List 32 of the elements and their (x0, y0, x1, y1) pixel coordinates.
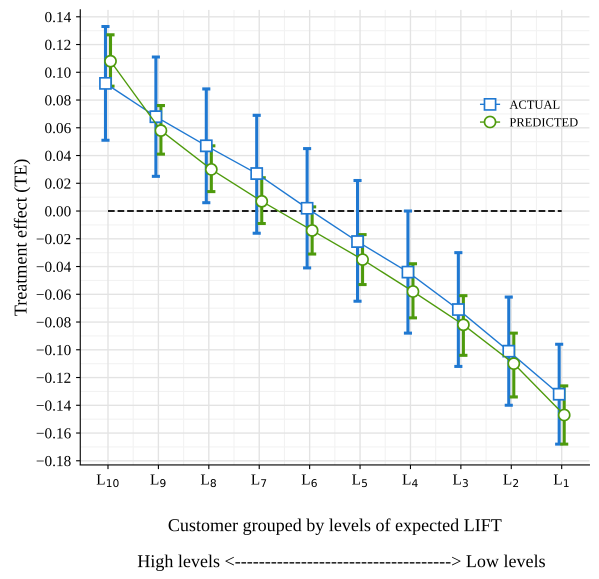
y-tick-label: −0.10 (36, 344, 71, 356)
x-tick-label: L$_{4}$ (402, 474, 418, 487)
y-tick-label: 0.02 (45, 178, 70, 189)
legend-label: ACTUAL (510, 100, 560, 109)
x-tick-label: L$_{2}$ (503, 474, 518, 487)
legend-label: PREDICTED (510, 118, 578, 127)
x-tick-label: L$_{3}$ (452, 474, 468, 488)
y-tick-label: −0.04 (36, 262, 71, 272)
x-tick-label: L$_{5}$ (352, 474, 367, 488)
y-tick-label: −0.14 (36, 400, 71, 411)
y-axis-title: Treatment effect (TE) (14, 159, 30, 316)
y-tick-label: −0.02 (36, 234, 70, 244)
x-tick-label: L$_{8}$ (200, 474, 216, 488)
x-tick-label: L$_{9}$ (150, 474, 166, 488)
y-tick-label: 0.10 (45, 67, 71, 78)
y-tick-label: −0.18 (36, 456, 71, 466)
y-tick-label: 0.12 (45, 40, 70, 50)
y-tick-label: −0.16 (36, 428, 71, 439)
x-tick-label: L$_{10}$ (96, 474, 119, 488)
y-tick-label: −0.12 (36, 372, 70, 384)
x-tick-label: L$_{7}$ (251, 474, 266, 487)
y-tick-label: 0.04 (45, 150, 71, 162)
y-tick-label: 0.00 (45, 206, 71, 217)
text: High levels <------------------------------------> Low levels (138, 554, 545, 571)
y-tick-label: 0.08 (45, 95, 71, 106)
x-axis-title: Customer grouped by levels of expected LIFT (168, 518, 502, 535)
y-tick-label: −0.06 (36, 289, 71, 300)
y-tick-label: 0.06 (45, 122, 71, 134)
y-tick-label: −0.08 (36, 317, 71, 328)
x-tick-label: L$_{6}$ (302, 474, 317, 488)
y-tick-label: 0.14 (45, 12, 71, 22)
x-tick-label: L$_{1}$ (554, 474, 569, 487)
